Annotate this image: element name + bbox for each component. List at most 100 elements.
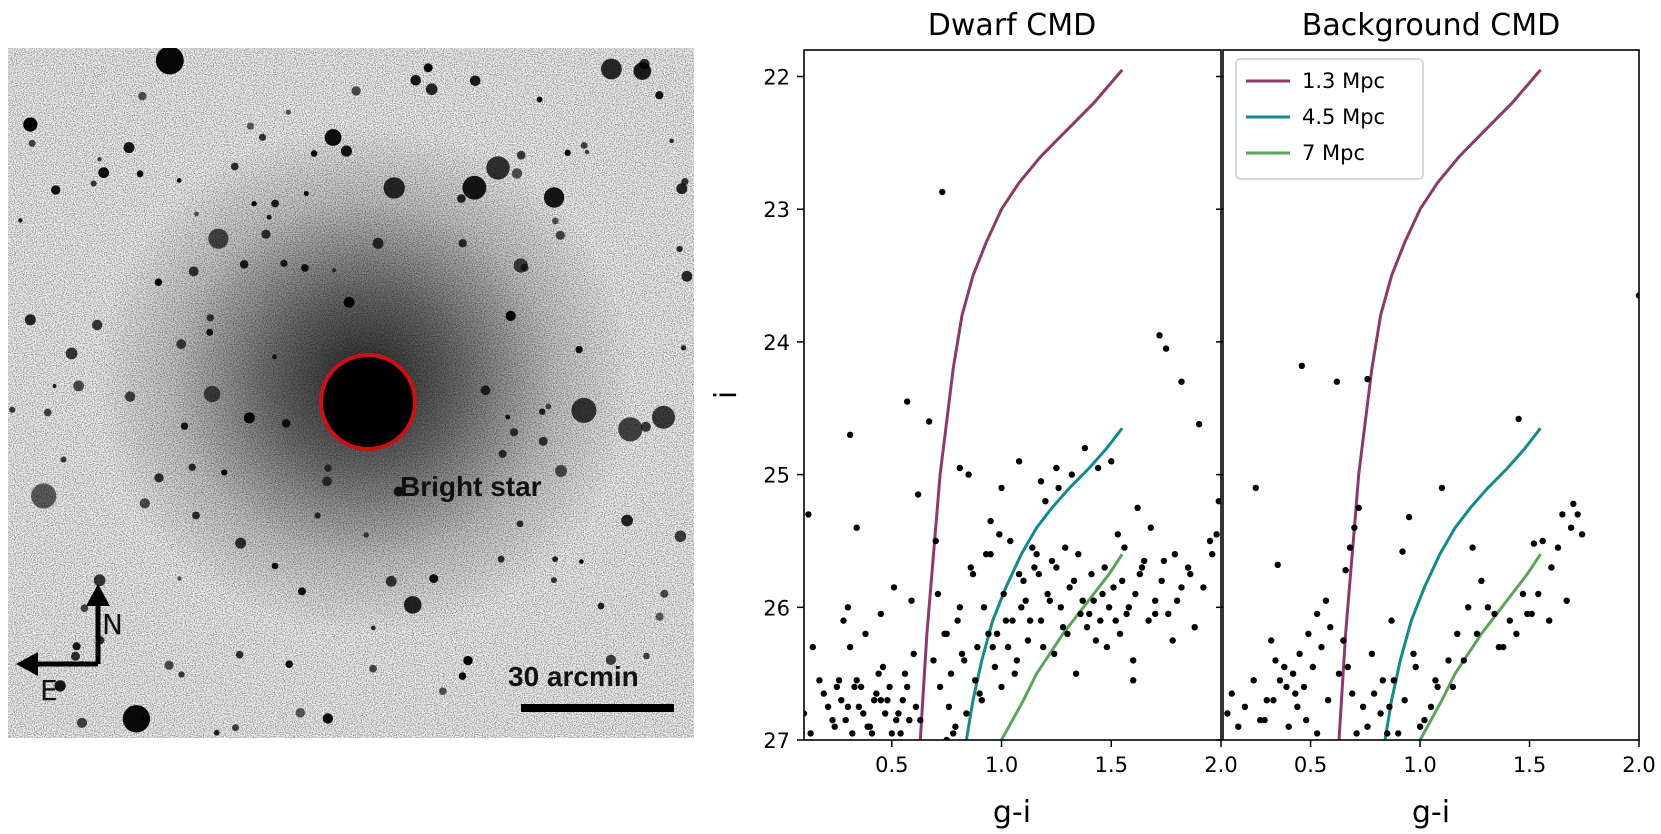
background-cmd-star-point xyxy=(1539,537,1546,545)
field-star xyxy=(123,142,135,154)
field-star xyxy=(271,562,279,570)
field-star xyxy=(343,296,355,308)
legend-box xyxy=(1235,58,1424,180)
dwarf-cmd-star-point xyxy=(888,730,895,737)
background-cmd-star-point xyxy=(1364,375,1371,383)
dwarf-cmd-star-point xyxy=(1134,504,1141,511)
dwarf-cmd-star-point xyxy=(993,630,1001,637)
dwarf-cmd-star-point xyxy=(1147,524,1155,531)
background-cmd-star-point xyxy=(1250,677,1257,684)
dwarf-cmd-star-point xyxy=(1132,590,1139,598)
field-star xyxy=(655,91,664,100)
field-star xyxy=(31,483,57,509)
dwarf-cmd-star-point xyxy=(1156,332,1163,339)
background-cmd-star-point xyxy=(1416,723,1424,730)
dwarf-cmd-star-point xyxy=(1055,484,1062,492)
background-cmd-star-point xyxy=(1355,504,1362,511)
field-star xyxy=(652,405,675,429)
field-star xyxy=(314,512,321,519)
field-star xyxy=(122,705,151,733)
dwarf-cmd-star-point xyxy=(860,710,867,717)
field-star xyxy=(423,63,433,73)
dwarf-cmd-star-point xyxy=(1031,564,1038,571)
field-star xyxy=(93,574,106,587)
dwarf-cmd-star-point xyxy=(936,683,944,691)
legend-label: 7 Mpc xyxy=(1302,141,1365,165)
dwarf-cmd-star-point xyxy=(1097,617,1104,624)
compass: N E xyxy=(16,584,123,707)
dwarf-cmd-star-point xyxy=(1138,564,1146,571)
dwarf-cmd-star-point xyxy=(904,683,911,691)
dwarf-cmd-star-point xyxy=(1033,551,1040,558)
background-cmd-xtick-label: 0.5 xyxy=(1294,753,1327,777)
dwarf-cmd-star-point xyxy=(855,703,863,710)
dwarf-cmd-star-point xyxy=(1042,498,1049,505)
background-cmd-star-point xyxy=(1298,362,1306,369)
field-star xyxy=(597,602,605,610)
field-star xyxy=(538,436,548,446)
background-cmd-star-point xyxy=(1257,716,1264,724)
field-star xyxy=(486,156,510,180)
field-star xyxy=(579,559,584,564)
background-cmd-star-point xyxy=(1335,670,1343,677)
field-star xyxy=(324,464,332,472)
dwarf-cmd-star-point xyxy=(1072,670,1080,677)
dwarf-cmd-star-point xyxy=(943,630,950,637)
field-star xyxy=(669,138,674,144)
dwarf-cmd-star-point xyxy=(895,710,902,717)
dwarf-cmd-star-point xyxy=(939,188,946,196)
north-arrow-icon xyxy=(86,584,110,606)
field-star xyxy=(462,175,487,200)
dwarf-cmd-xtick-label: 0.5 xyxy=(875,753,908,777)
field-star xyxy=(139,498,150,509)
dwarf-cmd-star-point xyxy=(851,683,858,691)
field-star xyxy=(429,574,439,584)
dwarf-cmd-star-point xyxy=(914,491,922,498)
dwarf-cmd-star-point xyxy=(1004,643,1012,651)
field-star xyxy=(80,604,89,612)
dwarf-cmd-star-point xyxy=(1099,590,1106,598)
background-cmd-star-point xyxy=(1535,590,1542,598)
field-star xyxy=(24,314,36,326)
dwarf-cmd-ytick-label: 22 xyxy=(763,66,790,90)
background-cmd-star-point xyxy=(1300,683,1308,691)
field-star xyxy=(480,385,491,396)
dwarf-cmd-ytick-label: 24 xyxy=(763,331,790,355)
background-cmd-star-point xyxy=(1399,548,1406,555)
dwarf-cmd-star-point xyxy=(1007,537,1014,545)
field-star xyxy=(285,109,291,115)
dwarf-cmd-star-point xyxy=(809,643,816,651)
field-star xyxy=(497,555,505,563)
dwarf-cmd-star-point xyxy=(1169,637,1176,644)
east-label: E xyxy=(40,674,58,707)
background-cmd-star-point xyxy=(1333,378,1341,385)
dwarf-cmd-star-point xyxy=(963,710,970,717)
dwarf-cmd-star-point xyxy=(969,570,977,578)
dwarf-cmd-star-point xyxy=(890,584,898,591)
dwarf-cmd-star-point xyxy=(846,431,854,438)
field-star xyxy=(372,237,384,249)
dwarf-cmd-xtick-label: 1.5 xyxy=(1095,753,1128,777)
background-cmd-star-point xyxy=(1495,643,1503,651)
dwarf-cmd-star-point xyxy=(844,604,852,611)
dwarf-cmd-star-point xyxy=(866,723,873,730)
dwarf-cmd-star-point xyxy=(1141,557,1148,565)
field-star xyxy=(176,339,187,350)
dwarf-cmd-plot-area xyxy=(804,68,1221,740)
dwarf-cmd-star-point xyxy=(947,670,955,677)
dwarf-cmd-star-point xyxy=(1002,617,1010,624)
field-star xyxy=(520,263,529,272)
field-star xyxy=(458,672,467,680)
dwarf-cmd-star-point xyxy=(1075,551,1082,558)
dwarf-cmd-star-point xyxy=(871,697,878,704)
background-cmd-star-point xyxy=(1281,663,1288,671)
dwarf-cmd-star-point xyxy=(1051,650,1058,657)
field-star xyxy=(605,654,617,666)
dwarf-cmd-star-point xyxy=(1092,637,1100,644)
background-cmd-star-point xyxy=(1384,730,1391,737)
dwarf-cmd-star-point xyxy=(976,690,983,697)
dwarf-cmd-star-point xyxy=(1066,584,1073,591)
dwarf-cmd-star-point xyxy=(1119,577,1126,584)
dwarf-cmd-star-point xyxy=(1206,537,1214,545)
background-cmd-star-point xyxy=(1322,597,1330,604)
